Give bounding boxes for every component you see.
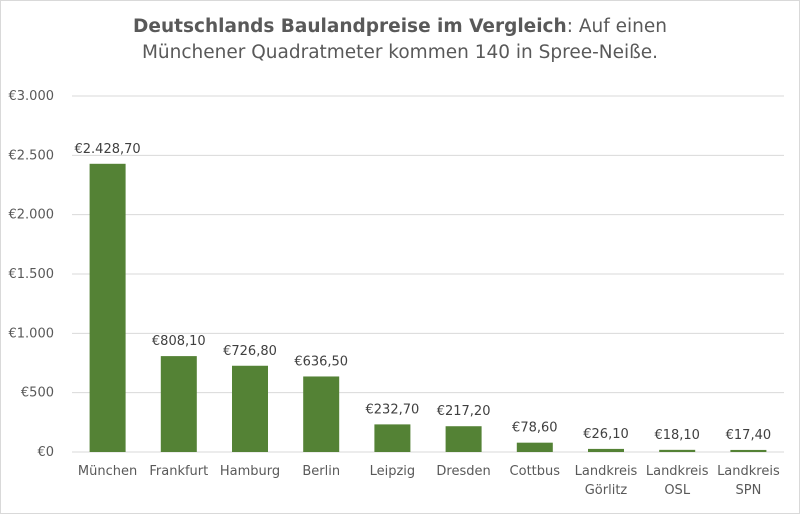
bar xyxy=(374,424,411,452)
category-label: Landkreis Görlitz xyxy=(575,464,638,498)
data-label: €217,20 xyxy=(437,404,491,419)
bar xyxy=(232,365,268,452)
y-tick-label: €2.000 xyxy=(9,208,55,223)
chart-title-rest: : Auf einen xyxy=(566,16,667,37)
data-labels: €2.428,70 €808,10 €726,80 €636,50 €232,70 €21… xyxy=(75,142,772,443)
chart-title-line-2: Münchener Quadratmeter kommen 140 in Spr… xyxy=(141,42,659,63)
x-axis-category-labels: München Frankfurt Hamburg Berlin Leipzig Dres… xyxy=(78,464,780,498)
y-tick-label: €1.500 xyxy=(9,267,55,282)
data-label: €726,80 xyxy=(223,344,277,359)
bars xyxy=(89,163,767,453)
category-label: Landkreis OSL xyxy=(646,464,709,498)
category-label: Landkreis SPN xyxy=(717,464,780,498)
y-axis-tick-labels: €0 €500 €1.000 €1.500 €2.000 €2.500 €3.000 xyxy=(9,89,55,460)
category-label: Dresden xyxy=(436,464,490,479)
bar xyxy=(303,376,340,452)
y-tick-label: €1.000 xyxy=(9,326,55,341)
category-label: Frankfurt xyxy=(149,464,208,479)
y-tick-label: €2.500 xyxy=(9,148,55,163)
bar xyxy=(730,449,767,452)
category-label: Cottbus xyxy=(510,464,561,479)
y-tick-label: €0 xyxy=(37,445,54,460)
category-label: Berlin xyxy=(302,464,340,479)
bar xyxy=(160,356,197,452)
category-label: Hamburg xyxy=(220,464,280,479)
data-label: €636,50 xyxy=(294,354,348,369)
bar xyxy=(659,449,696,452)
y-tick-label: €3.000 xyxy=(9,89,55,104)
data-label: €808,10 xyxy=(152,334,206,349)
data-label: €17,40 xyxy=(726,428,772,443)
chart-title-line-1: Deutschlands Baulandpreise im Vergleich:… xyxy=(0,14,800,40)
bar xyxy=(516,442,553,452)
data-label: €78,60 xyxy=(512,421,558,436)
bar xyxy=(445,426,482,452)
chart-title-bold: Deutschlands Baulandpreise im Vergleich xyxy=(133,16,567,37)
data-label: €2.428,70 xyxy=(75,142,141,157)
data-label: €26,10 xyxy=(583,427,629,442)
category-label: München xyxy=(78,464,137,479)
chart-title: Deutschlands Baulandpreise im Vergleich:… xyxy=(0,14,800,66)
y-tick-label: €500 xyxy=(21,386,54,401)
gridlines xyxy=(72,95,784,453)
category-label: Leipzig xyxy=(370,464,416,479)
data-label: €232,70 xyxy=(366,402,420,417)
bar xyxy=(588,448,624,452)
data-label: €18,10 xyxy=(654,428,700,443)
bar xyxy=(89,163,126,453)
